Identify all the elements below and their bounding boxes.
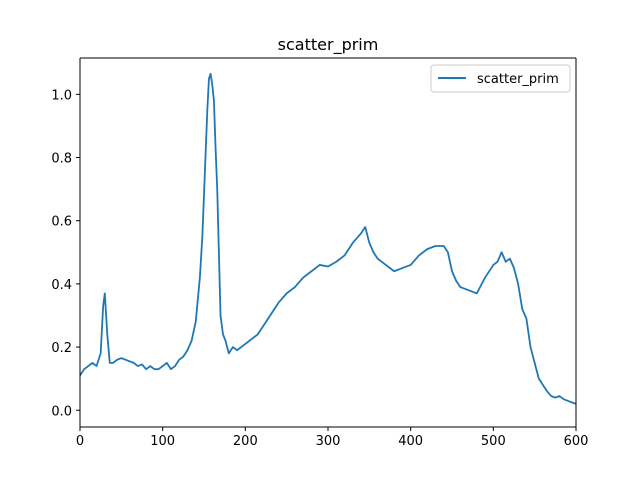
plot-area	[80, 58, 576, 427]
y-tick-label: 0.6	[51, 215, 72, 230]
series-line-scatter-prim	[80, 72, 576, 405]
chart-title: scatter_prim	[278, 35, 379, 55]
x-tick-label: 500	[481, 434, 506, 449]
x-tick-label: 100	[150, 434, 175, 449]
y-tick-label: 1.0	[51, 88, 72, 103]
x-tick-label: 400	[398, 434, 423, 449]
series-layer	[80, 72, 576, 405]
legend: scatter_prim	[430, 64, 571, 93]
x-tick-label: 200	[233, 434, 258, 449]
ticks-layer: 0 100 200 300 400 500 600 0.0 0.2 0.4 0.6 0.8 1.0	[51, 88, 588, 449]
legend-box	[430, 64, 571, 93]
y-tick-label: 0.4	[51, 278, 72, 293]
x-tick-label: 600	[564, 434, 589, 449]
x-tick-label: 300	[316, 434, 341, 449]
x-tick-label: 0	[76, 434, 84, 449]
y-tick-label: 0.2	[51, 341, 72, 356]
y-tick-label: 0.0	[51, 404, 72, 419]
legend-label: scatter_prim	[477, 72, 559, 87]
y-tick-label: 0.8	[51, 152, 72, 167]
